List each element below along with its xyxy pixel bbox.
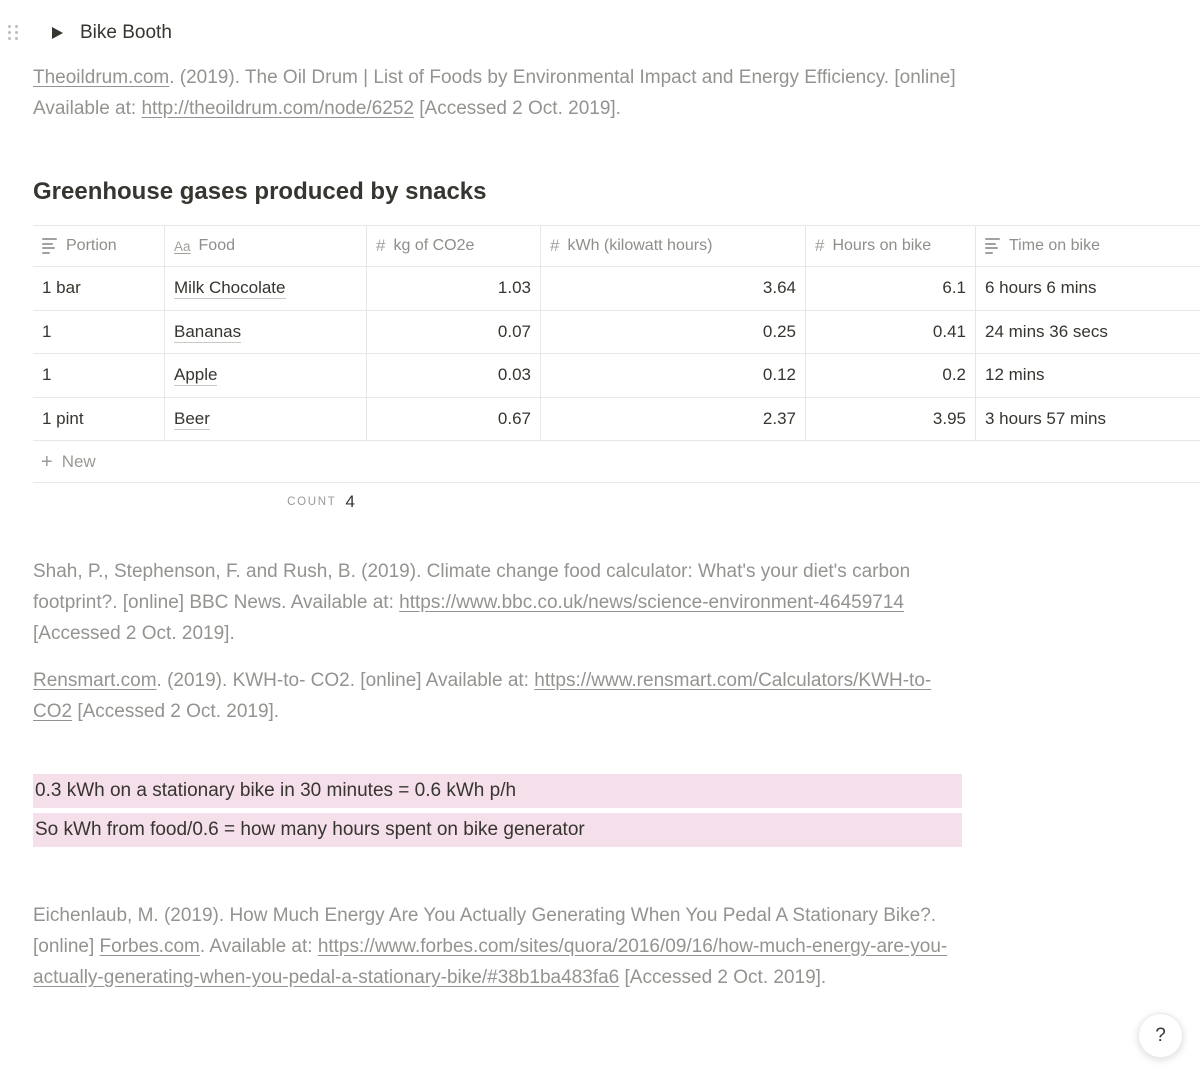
food-page-link[interactable]: Bananas [174, 321, 242, 343]
table-cell-time-on-bike[interactable]: 6 hours 6 mins [985, 278, 1097, 298]
column-header-time-on-bike[interactable]: Time on bike [976, 226, 1200, 266]
table-cell-kwh-kilowatt-hours[interactable]: 2.37 [541, 397, 806, 440]
hash-icon: # [376, 236, 386, 255]
table-cell-kg-of-co2e[interactable]: 0.67 [367, 397, 541, 440]
toggle-triangle-icon[interactable] [52, 27, 63, 39]
drag-handle-icon[interactable] [8, 24, 20, 42]
table-row: 1 Bananas 0.07 0.25 0.41 24 mins 36 secs [33, 310, 1200, 354]
citation-text: [Accessed 2 Oct. 2019]. [619, 967, 827, 988]
column-header-label: Hours on bike [832, 237, 932, 254]
table-cell-hours-on-bike[interactable]: 0.41 [806, 310, 976, 353]
calc-count-value: 4 [345, 492, 355, 511]
calc-count-button[interactable]: COUNT 4 [33, 483, 367, 521]
hash-icon: # [815, 236, 825, 255]
title-aa-icon: Aa [174, 238, 191, 254]
table-cell-kg-of-co2e[interactable]: 1.03 [367, 267, 541, 310]
highlighted-text-line: So kWh from food/0.6 = how many hours sp… [33, 813, 962, 847]
citation-link[interactable]: http://theoildrum.com/node/6252 [141, 98, 414, 119]
highlighted-text-line: 0.3 kWh on a stationary bike in 30 minut… [33, 774, 962, 808]
table-cell-portion[interactable]: 1 pint [33, 397, 165, 440]
column-header-food[interactable]: Aa Food [165, 226, 367, 266]
citation-shah: Shah, P., Stephenson, F. and Rush, B. (2… [33, 556, 963, 649]
table-row: 1 pint Beer 0.67 2.37 3.95 3 hours 57 mins [33, 397, 1200, 441]
food-page-link[interactable]: Apple [174, 364, 218, 387]
align-left-icon [985, 238, 1001, 254]
citation-link[interactable]: https://www.rensmart.com/Calculators/KWH… [33, 670, 932, 722]
new-row-label: New [61, 451, 96, 471]
table-cell-kwh-kilowatt-hours[interactable]: 3.64 [541, 267, 806, 310]
table-cell-time-on-bike[interactable]: 24 mins 36 secs [985, 321, 1108, 341]
table-cell-hours-on-bike[interactable]: 3.95 [806, 397, 976, 440]
citation-text: . Available at: [199, 936, 318, 957]
column-header-portion[interactable]: Portion [33, 226, 165, 266]
table-row: 1 bar Milk Chocolate 1.03 3.64 6.1 6 hours 6 … [33, 267, 1200, 311]
table-cell-kg-of-co2e[interactable]: 0.07 [367, 310, 541, 353]
citation-eichenlaub: Eichenlaub, M. (2019). How Much Energy A… [33, 900, 963, 993]
citation-link[interactable]: https://www.forbes.com/sites/quora/2016/… [33, 936, 948, 988]
toggle-block: Bike Booth [0, 0, 1200, 46]
table-body: 1 bar Milk Chocolate 1.03 3.64 6.1 6 hours 6 … [33, 267, 1200, 441]
plus-icon: + [41, 450, 53, 473]
table-cell-kg-of-co2e[interactable]: 0.03 [367, 354, 541, 397]
column-header-kwh-kilowatt-hours[interactable]: # kWh (kilowatt hours) [541, 226, 806, 266]
citation-oildrum: Theoildrum.com. (2019). The Oil Drum | L… [33, 62, 963, 124]
table-cell-food[interactable]: Milk Chocolate [165, 267, 367, 310]
question-mark-icon: ? [1155, 1024, 1166, 1046]
column-header-label: Time on bike [1009, 237, 1100, 254]
food-page-link[interactable]: Beer [174, 408, 210, 430]
citation-rensmart: Rensmart.com. (2019). KWH-to- CO2. [onli… [33, 665, 963, 727]
column-header-hours-on-bike[interactable]: # Hours on bike [806, 226, 976, 266]
column-header-kg-of-co2e[interactable]: # kg of CO2e [367, 226, 541, 266]
column-header-label: kg of CO2e [393, 237, 475, 254]
toggle-title[interactable]: Bike Booth [80, 22, 172, 43]
table-cell-time-on-bike[interactable]: 3 hours 57 mins [985, 408, 1106, 428]
align-left-icon [42, 238, 58, 254]
citation-text: . (2019). KWH-to- CO2. [online] Availabl… [156, 670, 535, 691]
column-header-label: kWh (kilowatt hours) [567, 237, 713, 254]
table-cell-food[interactable]: Apple [165, 354, 367, 397]
citation-link[interactable]: Rensmart.com [33, 670, 157, 691]
citation-text: [Accessed 2 Oct. 2019]. [72, 701, 280, 722]
table-cell-portion[interactable]: 1 bar [33, 267, 165, 310]
table-cell-portion[interactable]: 1 [33, 310, 165, 353]
table-cell-food[interactable]: Beer [165, 397, 367, 440]
citation-text: Shah, P., Stephenson, F. and Rush, B. (2… [33, 561, 911, 613]
citation-link[interactable]: Theoildrum.com [33, 67, 170, 88]
hash-icon: # [550, 236, 560, 255]
table-cell-hours-on-bike[interactable]: 6.1 [806, 267, 976, 310]
table-header-row: Portion Aa Food # kg of CO2e # kWh (kilowatt h… [33, 225, 1200, 267]
citation-text: [Accessed 2 Oct. 2019]. [413, 98, 621, 119]
citation-link[interactable]: Forbes.com [99, 936, 200, 957]
column-header-label: Portion [66, 237, 117, 254]
food-page-link[interactable]: Milk Chocolate [174, 277, 286, 300]
table-row: 1 Apple 0.03 0.12 0.2 12 mins [33, 354, 1200, 398]
new-row-button[interactable]: + New [33, 441, 1200, 483]
table-cell-food[interactable]: Bananas [165, 310, 367, 353]
citation-text: Eichenlaub, M. (2019). How Much Energy A… [33, 905, 937, 957]
page-heading: Greenhouse gases produced by snacks [33, 178, 487, 205]
table-cell-kwh-kilowatt-hours[interactable]: 0.25 [541, 310, 806, 353]
table-cell-time-on-bike[interactable]: 12 mins [985, 365, 1045, 385]
column-header-label: Food [198, 237, 235, 254]
snacks-table: Portion Aa Food # kg of CO2e # kWh (kilowatt h… [33, 225, 1200, 483]
table-cell-portion[interactable]: 1 [33, 354, 165, 397]
citation-text: . (2019). The Oil Drum | List of Foods b… [33, 67, 956, 119]
table-cell-hours-on-bike[interactable]: 0.2 [806, 354, 976, 397]
table-cell-kwh-kilowatt-hours[interactable]: 0.12 [541, 354, 806, 397]
citation-text: [Accessed 2 Oct. 2019]. [33, 623, 235, 644]
citation-link[interactable]: https://www.bbc.co.uk/news/science-envir… [399, 592, 904, 613]
calc-count-label: COUNT [287, 496, 337, 508]
help-button[interactable]: ? [1138, 1013, 1183, 1058]
highlight-block: 0.3 kWh on a stationary bike in 30 minut… [33, 774, 962, 847]
